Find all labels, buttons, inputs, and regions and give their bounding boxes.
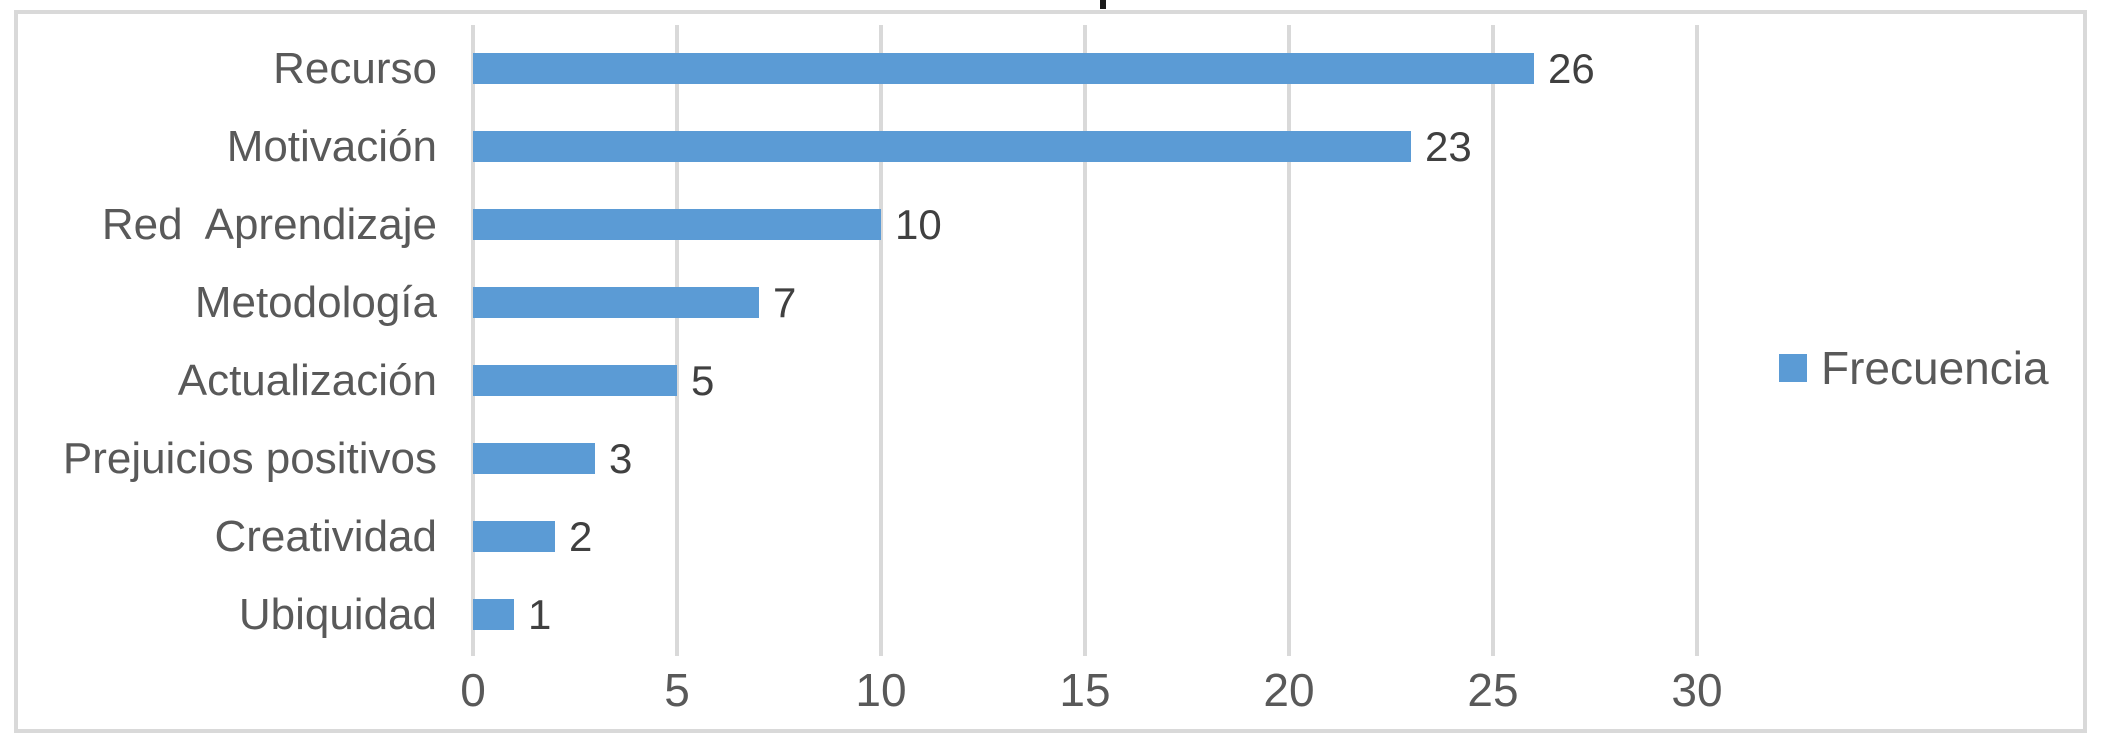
category-label: Ubiquidad xyxy=(238,590,437,639)
category-label: Recurso xyxy=(273,44,437,93)
category-label: Motivación xyxy=(226,122,437,171)
gridline xyxy=(1287,25,1291,656)
gridline xyxy=(1491,25,1495,656)
legend-series-label: Frecuencia xyxy=(1821,342,2049,394)
bar xyxy=(473,599,514,630)
x-tick-label: 25 xyxy=(1467,664,1519,716)
x-tick-label: 10 xyxy=(855,664,907,716)
value-label: 2 xyxy=(569,513,593,560)
x-tick-label: 5 xyxy=(664,664,690,716)
value-label: 7 xyxy=(773,279,797,326)
value-label: 23 xyxy=(1425,123,1472,170)
x-tick-label: 15 xyxy=(1059,664,1111,716)
value-label: 26 xyxy=(1548,45,1595,92)
legend-swatch-icon xyxy=(1779,354,1807,382)
chart-frame-border xyxy=(14,10,2087,733)
legend: Frecuencia xyxy=(1779,341,2049,395)
category-label: Actualización xyxy=(177,356,437,405)
category-label: Metodología xyxy=(194,278,437,327)
gridline xyxy=(471,25,475,656)
value-label: 3 xyxy=(609,435,633,482)
bar xyxy=(473,53,1534,84)
value-label: 10 xyxy=(895,201,942,248)
category-label: Creatividad xyxy=(214,512,437,561)
gridline xyxy=(675,25,679,656)
bar xyxy=(473,131,1411,162)
category-label: Prejuicios positivos xyxy=(62,434,437,483)
gridline xyxy=(1695,25,1699,656)
value-label: 1 xyxy=(528,591,552,638)
bar xyxy=(473,287,759,318)
gridline xyxy=(879,25,883,656)
x-tick-label: 20 xyxy=(1263,664,1315,716)
x-tick-label: 30 xyxy=(1671,664,1723,716)
cropped-title-remnant xyxy=(1100,0,1106,9)
bar xyxy=(473,443,595,474)
category-label: Red Aprendizaje xyxy=(101,200,437,249)
x-tick-label: 0 xyxy=(460,664,486,716)
gridline xyxy=(1083,25,1087,656)
bar xyxy=(473,209,881,240)
bar xyxy=(473,521,555,552)
bar xyxy=(473,365,677,396)
value-label: 5 xyxy=(691,357,715,404)
